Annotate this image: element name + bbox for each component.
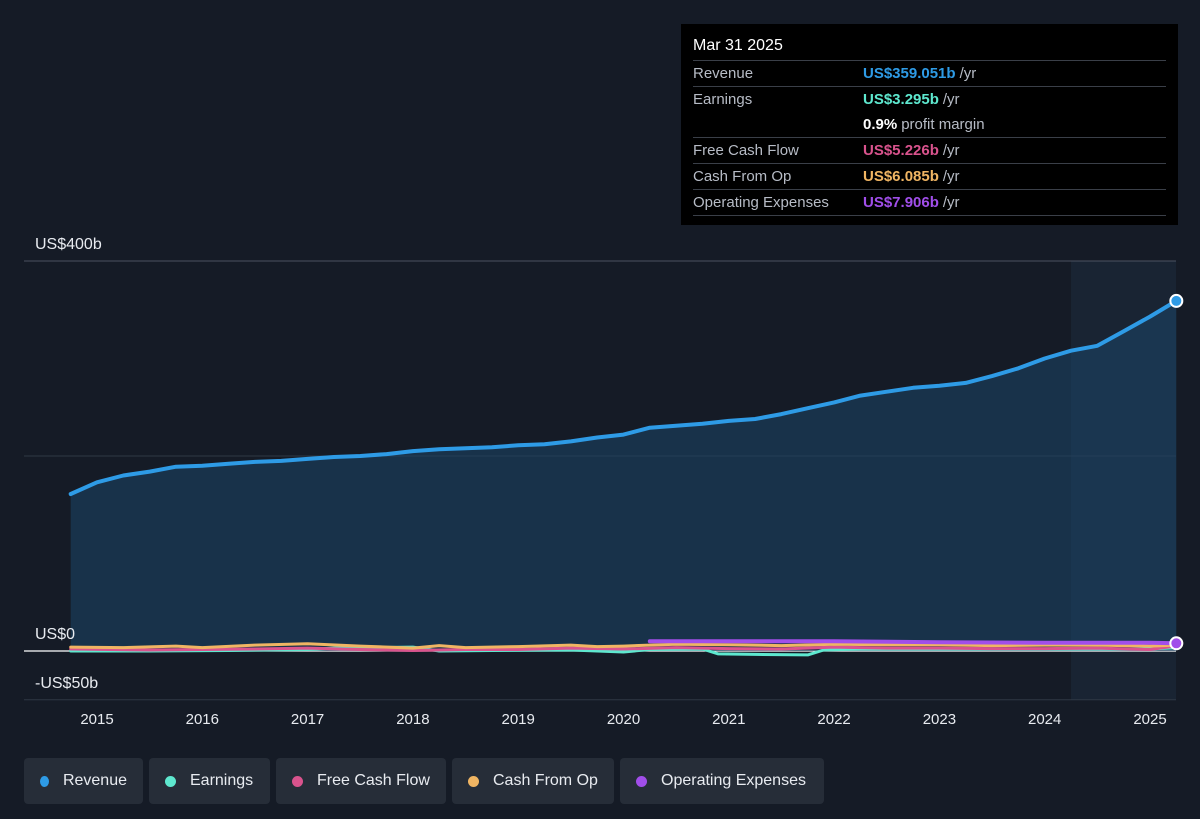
legend-label: Revenue — [62, 772, 127, 789]
earnings-dot-icon — [165, 775, 176, 787]
tooltip-unit: /yr — [942, 194, 960, 211]
x-tick-label: 2023 — [923, 711, 956, 728]
x-tick-label: 2016 — [186, 711, 219, 728]
y-label-top: US$400b — [35, 236, 102, 253]
tooltip-unit: /yr — [942, 91, 960, 108]
tooltip-row-earnings: Earnings US$3.295b /yr — [693, 86, 1166, 112]
tooltip: Mar 31 2025 Revenue US$359.051b /yr Earn… — [681, 24, 1178, 225]
revenue-area — [70, 300, 1177, 651]
revenue-end-point — [1169, 293, 1184, 308]
tooltip-row-margin: 0.9% profit margin — [693, 112, 1166, 137]
x-tick-label: 2022 — [817, 711, 850, 728]
legend-item-revenue[interactable]: Revenue — [24, 758, 143, 804]
tooltip-value: US$6.085b — [863, 168, 939, 185]
tooltip-date: Mar 31 2025 — [693, 37, 783, 54]
x-tick-label: 2018 — [396, 711, 429, 728]
tooltip-value: US$7.906b — [863, 194, 939, 211]
legend-item-free-cash-flow[interactable]: Free Cash Flow — [276, 758, 446, 804]
x-tick-label: 2025 — [1133, 711, 1166, 728]
legend-item-operating-expenses[interactable]: Operating Expenses — [620, 758, 824, 804]
tooltip-label: Cash From Op — [693, 168, 792, 185]
tooltip-row-cfo: Cash From Op US$6.085b /yr — [693, 163, 1166, 189]
operating-expenses-dot-icon — [636, 775, 647, 787]
x-tick-label: 2020 — [607, 711, 640, 728]
y-label-bottom: -US$50b — [35, 675, 98, 692]
operating-expenses-line — [647, 639, 1179, 646]
free-cash-flow-dot-icon — [292, 775, 303, 787]
tooltip-unit: /yr — [942, 168, 960, 185]
tooltip-value: US$3.295b — [863, 91, 939, 108]
y-label-zero: US$0 — [35, 626, 75, 643]
revenue-dot-icon — [40, 775, 49, 787]
legend-label: Cash From Op — [493, 772, 598, 789]
tooltip-value: US$359.051b — [863, 65, 956, 82]
free-cash-flow-line — [69, 644, 1178, 652]
series-layer — [68, 298, 1179, 657]
axis-layer: US$400b US$0 -US$50b — [35, 236, 102, 692]
operating-expenses-end-point — [1169, 636, 1184, 651]
profit-margin-label: profit margin — [901, 116, 985, 133]
legend-label: Earnings — [190, 772, 254, 789]
x-tick-label: 2024 — [1028, 711, 1061, 728]
end-markers — [1169, 293, 1184, 651]
legend-label: Operating Expenses — [661, 772, 806, 789]
tooltip-label: Operating Expenses — [693, 194, 829, 211]
x-tick-label: 2021 — [712, 711, 745, 728]
tooltip-row-fcf: Free Cash Flow US$5.226b /yr — [693, 137, 1166, 163]
x-axis-ticks: 2015 2016 2017 2018 2019 2020 2021 2022 2023 2024… — [80, 711, 1166, 728]
legend-label: Free Cash Flow — [317, 772, 430, 789]
tooltip-label: Revenue — [693, 65, 754, 82]
tooltip-label: Free Cash Flow — [693, 142, 799, 159]
tooltip-row-revenue: Revenue US$359.051b /yr — [693, 60, 1166, 86]
cash-from-op-line — [69, 642, 1178, 650]
legend-item-cash-from-op[interactable]: Cash From Op — [452, 758, 614, 804]
x-tick-label: 2017 — [291, 711, 324, 728]
tooltip-row-opex: Operating Expenses US$7.906b /yr — [693, 189, 1166, 216]
tooltip-label: Earnings — [693, 91, 753, 108]
x-tick-label: 2019 — [502, 711, 535, 728]
profit-margin-value: 0.9% — [863, 116, 898, 133]
tooltip-unit: /yr — [942, 142, 960, 159]
legend-item-earnings[interactable]: Earnings — [149, 758, 270, 804]
cash-from-op-dot-icon — [468, 775, 479, 787]
legend: Revenue Earnings Free Cash Flow Cash Fro… — [24, 758, 824, 804]
revenue-line — [68, 298, 1179, 496]
tooltip-value: US$5.226b — [863, 142, 939, 159]
x-tick-label: 2015 — [80, 711, 113, 728]
tooltip-unit: /yr — [959, 65, 977, 82]
